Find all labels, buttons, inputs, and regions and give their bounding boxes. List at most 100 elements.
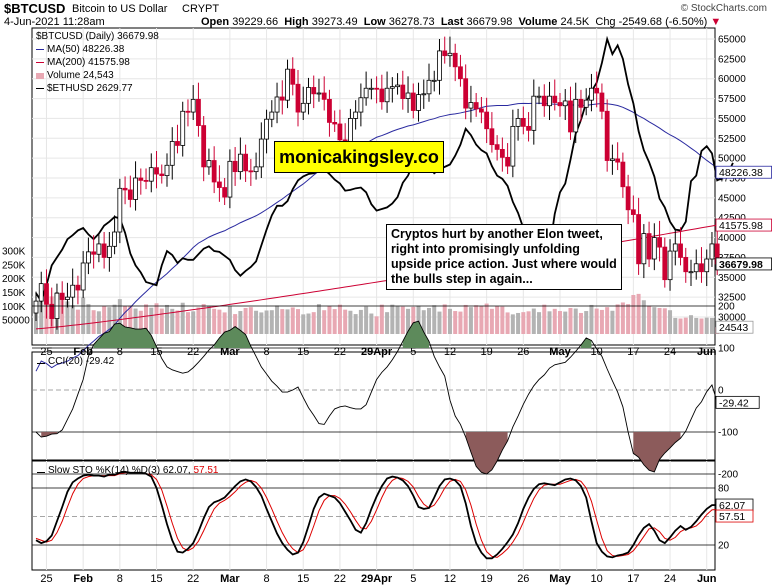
candle-body [704, 258, 710, 273]
cci-swatch-icon [37, 363, 45, 364]
candle-body [405, 92, 411, 99]
candle-body [699, 263, 704, 273]
candle-body [70, 284, 76, 298]
volume-bar [144, 304, 149, 334]
volume-bar [400, 306, 405, 334]
volume-bar [395, 306, 400, 334]
eth-swatch-icon [36, 88, 44, 89]
candle-body [227, 160, 233, 198]
candle-body [75, 284, 81, 291]
last-value: 36679.98 [466, 16, 513, 28]
x-axis-label: 19 [481, 573, 493, 585]
candle-body [410, 92, 416, 111]
candle-body [138, 177, 144, 181]
x-axis-label: Jun [697, 346, 717, 358]
price-tick-label: 35000 [718, 273, 746, 284]
volume-bar [154, 303, 159, 334]
candle-body [196, 98, 201, 126]
volume-bar [474, 305, 479, 334]
x-axis-label: 17 [627, 346, 639, 358]
candle-body [306, 87, 311, 104]
volume-bar [60, 299, 65, 334]
volume-bar [704, 317, 709, 334]
price-tick-label: 57500 [718, 94, 746, 105]
eth-line [35, 35, 734, 304]
x-axis-label: 25 [40, 573, 52, 585]
candle-body [573, 98, 579, 133]
candle-body [610, 158, 615, 161]
volume-bar [123, 306, 128, 334]
candle-body [211, 160, 217, 183]
volume-bar [180, 302, 185, 334]
candle-body [499, 149, 505, 158]
x-axis-label: 19 [481, 346, 493, 358]
volume-bar [647, 305, 652, 334]
volume-bar [657, 307, 662, 334]
candle-body [133, 177, 138, 200]
volume-bar [358, 309, 363, 334]
candle-body [389, 86, 395, 89]
volume-bar [500, 306, 505, 334]
cci-line [35, 320, 718, 475]
candle-body [49, 303, 55, 319]
candle-body [122, 187, 128, 191]
candle-body [180, 110, 186, 146]
x-axis-label: Feb [73, 573, 93, 585]
candle-body [437, 50, 442, 81]
value-tag-box [715, 395, 760, 409]
legend-eth-text: $ETHUSD 2629.77 [47, 83, 133, 94]
volume-bar [568, 307, 573, 334]
candle-body [264, 118, 269, 140]
volume-bar [311, 312, 316, 334]
volume-bar [694, 317, 699, 334]
sto-d-line [35, 472, 718, 558]
value-tag-box [715, 218, 772, 232]
candle-body [589, 87, 594, 101]
x-axis-label: Mar [220, 346, 240, 358]
candle-body [374, 87, 380, 90]
volume-bar [243, 307, 248, 334]
volume-value: 24.5K [560, 16, 590, 28]
volume-bar [81, 297, 86, 334]
volume-bar [175, 310, 180, 334]
price-tick-label: 50000 [718, 154, 746, 165]
candle-body [641, 233, 647, 265]
candle-body [148, 167, 154, 182]
volume-bar [275, 305, 280, 334]
candle-body [615, 158, 621, 163]
candle-body [337, 123, 343, 141]
volume-bar [301, 314, 306, 334]
volume-bar [70, 305, 75, 334]
volume-bar [610, 310, 615, 334]
price-tick-label: 60000 [718, 74, 746, 85]
candle-body [363, 87, 369, 99]
x-axis-label: 8 [263, 573, 269, 585]
candle-body [237, 153, 243, 173]
candle-body [494, 144, 500, 150]
volume-bar [599, 309, 604, 334]
candle-body [38, 283, 44, 302]
price-tick-label: 55000 [718, 114, 746, 125]
volume-bar [264, 310, 269, 334]
volume-bar [348, 310, 353, 334]
cci-overbought-fill [580, 337, 592, 348]
candle-body [86, 251, 91, 264]
volume-bar [442, 304, 447, 334]
brand-label: monicakingsley.co [274, 141, 444, 173]
volume-bar [227, 306, 232, 334]
volume-bar [343, 309, 348, 334]
price-tick-label: 32500 [718, 293, 746, 304]
candle-body [693, 263, 699, 273]
candle-body [379, 88, 385, 103]
volume-bar [332, 309, 337, 334]
volume-bar [65, 301, 70, 334]
sto-legend: Slow STO %K(14) %D(3) 62.07, 57.51 [37, 465, 218, 476]
candle-body [279, 96, 285, 101]
volume-bar [432, 305, 437, 334]
value-tag-box [715, 165, 772, 179]
candle-body [468, 102, 474, 109]
volume-bar [165, 304, 169, 334]
volume-bar [327, 306, 332, 334]
candle-body [683, 257, 689, 273]
volume-bar [578, 312, 583, 334]
